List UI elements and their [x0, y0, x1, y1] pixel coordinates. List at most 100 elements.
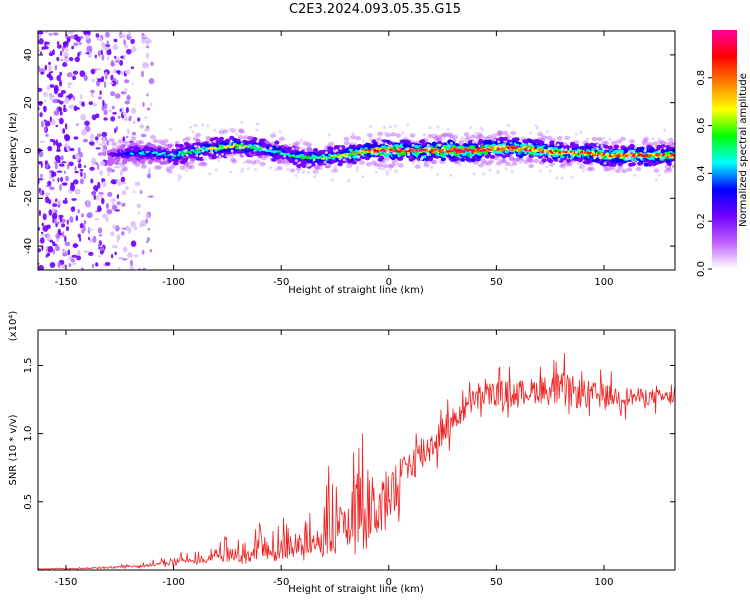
- spectrogram-noise-mark: [80, 114, 87, 121]
- spectrogram-noise-mark: [122, 246, 128, 253]
- spectrogram-halo-mark: [572, 160, 576, 164]
- snr-series-line: [38, 352, 675, 570]
- spectrogram-halo-mark: [230, 149, 234, 153]
- spectrogram-noise-mark: [79, 169, 84, 172]
- spectrogram-noise-mark: [38, 87, 43, 92]
- spectrogram-noise-mark: [72, 75, 77, 81]
- spectrogram-noise-mark: [95, 195, 100, 201]
- spectrogram-noise-mark: [67, 249, 71, 256]
- spectrogram-noise-mark: [113, 68, 116, 74]
- spectrogram-noise-mark: [52, 249, 56, 255]
- spectrogram-noise-mark: [46, 234, 51, 242]
- spectrogram-ridge-mark: [237, 135, 244, 140]
- spectrogram-halo-mark: [497, 140, 501, 144]
- spectrogram-noise-mark: [124, 45, 129, 48]
- spectrogram-noise-mark: [98, 96, 102, 100]
- spectrogram-ridge-mark: [408, 150, 412, 153]
- spectrogram-noise-mark: [121, 190, 127, 196]
- spectrogram-noise-mark: [95, 262, 99, 267]
- spectrogram-noise-mark: [148, 195, 154, 198]
- spectrogram-noise-mark: [74, 56, 81, 63]
- spectrogram-ridge-mark: [591, 150, 595, 154]
- spectrogram-ridge-mark: [470, 148, 474, 151]
- spectrogram-halo-mark: [627, 157, 631, 161]
- spectrogram-ridge-mark: [666, 151, 670, 155]
- spectrogram-noise-mark: [141, 249, 145, 255]
- spectrogram-noise-mark: [38, 31, 44, 35]
- spectrogram-ridge-mark: [114, 160, 120, 165]
- spectrogram-noise-mark: [81, 229, 85, 234]
- spectrogram-ridge-mark: [218, 144, 222, 147]
- spectrogram-ridge-mark: [205, 149, 209, 152]
- spectrogram-ridge-mark: [613, 144, 620, 149]
- spectrogram-noise-mark: [49, 262, 56, 268]
- spectrogram-halo-mark: [430, 166, 434, 169]
- spectrogram-noise-mark: [88, 54, 92, 58]
- spectrogram-ridge-mark: [277, 146, 282, 150]
- spectrogram-ridge-mark: [420, 148, 423, 151]
- spectrogram-noise-mark: [100, 193, 103, 199]
- spectrogram-noise-mark: [69, 216, 74, 223]
- spectrogram-y-tick-label: -20: [23, 190, 34, 206]
- spectrogram-ridge-mark: [409, 148, 413, 151]
- spectrogram-ridge-mark: [241, 146, 245, 149]
- spectrogram-halo-mark: [195, 153, 199, 157]
- spectrogram-noise-mark: [97, 227, 103, 234]
- spectrogram-halo-mark: [543, 150, 547, 154]
- spectrogram-noise-mark: [56, 106, 59, 113]
- spectrogram-halo-mark: [242, 153, 245, 157]
- spectrogram-noise-mark: [97, 205, 102, 213]
- spectrogram-ridge-mark: [466, 158, 472, 162]
- spectrogram-noise-mark: [147, 228, 151, 231]
- spectrogram-halo-mark: [643, 149, 647, 153]
- spectrogram-halo-mark: [291, 147, 295, 151]
- colorbar: [712, 30, 737, 269]
- spectrogram-noise-mark: [99, 247, 104, 251]
- spectrogram-halo-mark: [436, 172, 440, 176]
- spectrogram-ridge-mark: [620, 136, 626, 142]
- spectrogram-noise-mark: [61, 218, 66, 223]
- spectrogram-halo-mark: [330, 178, 334, 182]
- spectrogram-halo-mark: [639, 156, 643, 160]
- spectrogram-ridge-mark: [589, 142, 595, 147]
- spectrogram-noise-mark: [44, 41, 50, 45]
- spectrogram-ridge-mark: [638, 153, 642, 156]
- spectrogram-noise-mark: [71, 45, 74, 50]
- spectrogram-noise-mark: [130, 66, 135, 69]
- spectrogram-noise-mark: [38, 65, 41, 72]
- spectrogram-halo-mark: [242, 160, 246, 164]
- spectrogram-noise-mark: [47, 145, 53, 152]
- spectrogram-halo-mark: [657, 150, 661, 153]
- spectrogram-noise-mark: [142, 35, 148, 38]
- spectrogram-noise-mark: [81, 101, 85, 105]
- spectrogram-noise-mark: [62, 250, 66, 253]
- spectrogram-noise-mark: [103, 81, 107, 89]
- spectrogram-noise-mark: [124, 88, 128, 91]
- colorbar-tick-label: 0.2: [696, 213, 707, 229]
- spectrogram-noise-mark: [59, 215, 63, 223]
- spectrogram-noise-mark: [65, 46, 69, 53]
- spectrogram-halo-mark: [411, 143, 415, 147]
- spectrogram-halo-mark: [555, 176, 559, 180]
- spectrogram-noise-mark: [73, 136, 79, 140]
- spectrogram-noise-mark: [146, 93, 149, 97]
- spectrogram-noise-mark: [50, 118, 56, 126]
- spectrogram-noise-mark: [40, 71, 44, 75]
- spectrogram-ridge-mark: [398, 156, 404, 161]
- spectrogram-noise-mark: [67, 82, 73, 85]
- spectrogram-noise-mark: [101, 42, 106, 48]
- spectrogram-halo-mark: [389, 125, 392, 129]
- spectrogram-ridge-mark: [141, 151, 145, 154]
- spectrogram-ridge-mark: [573, 143, 580, 148]
- spectrogram-noise-mark: [59, 184, 62, 191]
- spectrogram-noise-mark: [52, 203, 58, 207]
- spectrogram-noise-mark: [89, 45, 93, 53]
- spectrogram-ridge-mark: [614, 168, 621, 174]
- spectrogram-halo-mark: [600, 141, 604, 145]
- spectrogram-noise-mark: [38, 178, 43, 181]
- spectrogram-ridge-mark: [414, 144, 419, 149]
- spectrogram-halo-mark: [483, 162, 487, 166]
- spectrogram-ridge-mark: [501, 159, 507, 164]
- spectrogram-ridge-mark: [224, 151, 229, 155]
- spectrogram-ridge-mark: [440, 157, 446, 162]
